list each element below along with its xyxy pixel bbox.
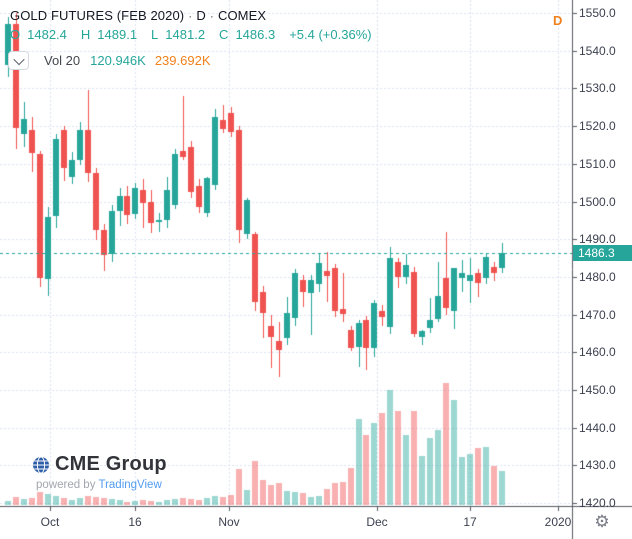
price-tick-label: 1550.0 [579,6,616,20]
volume-study-label[interactable]: Vol 20 [44,53,81,68]
time-tick-label: 17 [463,515,477,529]
price-tick-label: 1500.0 [579,194,616,209]
price-tick-label: 1440.0 [579,420,616,435]
price-tick-label: 1490.0 [579,232,616,247]
exchange-watermark: CME Group powered by TradingView [32,453,167,491]
volume-current-value: 120.946K [90,53,146,68]
price-tick-label: 1460.0 [579,345,616,360]
time-tick-label: 16 [128,515,142,529]
time-tick-label: 2020 [544,515,572,529]
time-tick-label: Oct [40,515,60,529]
interval-label[interactable]: D [196,8,206,23]
last-price-badge: 1486.3 [573,245,632,262]
ohlc-change: +5.4 (+0.36%) [289,27,372,42]
gear-icon: ⚙ [594,512,610,531]
ohlc-low: L 1481.2 [151,27,206,42]
volume-ma-value: 239.692K [154,53,211,68]
title-separator: · [188,9,193,23]
symbol-name[interactable]: GOLD FUTURES (FEB 2020) [10,8,185,23]
price-tick-label: 1430.0 [579,458,616,473]
ohlc-readout: O 1482.4 H 1489.1 L 1481.2 C 1486.3 +5.4 (+0.36%… [10,27,379,42]
price-tick-label: 1470.0 [579,307,616,322]
symbol-title-row[interactable]: GOLD FUTURES (FEB 2020) · D · COMEX [10,8,266,23]
ohlc-high: H 1489.1 [80,27,138,42]
volume-legend-row: Vol 20 120.946K 239.692K [8,51,211,70]
chevron-down-icon [12,53,25,65]
cme-group-logo-text: CME Group [55,453,167,475]
countdown-interval-marker: D [553,13,563,28]
price-tick-label: 1540.0 [579,43,616,58]
exchange-label: COMEX [217,8,267,23]
price-tick-label: 1520.0 [579,119,616,134]
title-separator: · [209,9,214,23]
time-tick-label: Nov [218,515,240,529]
tradingview-link[interactable]: TradingView [98,479,162,491]
price-tick-label: 1510.0 [579,156,616,171]
price-tick-label: 1420.0 [579,496,616,511]
legend-collapse-button[interactable] [8,51,29,70]
timezone-settings-button[interactable]: ⚙ [590,510,614,534]
powered-by-label: powered by [36,479,96,491]
price-tick-label: 1450.0 [579,383,616,397]
price-tick-label: 1530.0 [579,81,616,96]
time-tick-label: Dec [366,515,388,529]
price-tick-label: 1480.0 [579,269,616,284]
cme-globe-icon [33,456,49,473]
ohlc-open: O 1482.4 [10,27,67,42]
ohlc-close: C 1486.3 [219,27,276,42]
